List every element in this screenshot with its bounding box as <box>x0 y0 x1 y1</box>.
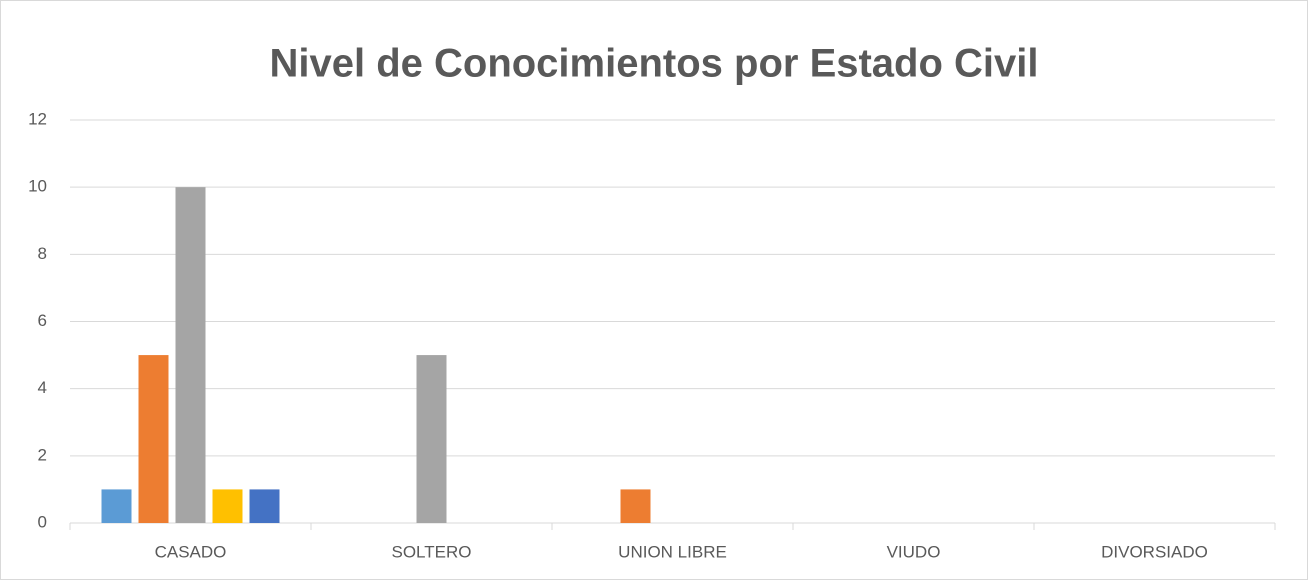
x-tick-label: DIVORSIADO <box>1101 542 1208 561</box>
y-tick-label: 12 <box>28 109 47 128</box>
bar <box>416 355 447 523</box>
x-tick-label: VIUDO <box>887 542 941 561</box>
x-tick-label: SOLTERO <box>392 542 472 561</box>
y-tick-label: 6 <box>38 311 47 330</box>
bar <box>101 489 132 523</box>
bar <box>249 489 280 523</box>
y-tick-label: 10 <box>28 177 47 196</box>
y-tick-label: 4 <box>38 378 47 397</box>
y-tick-label: 0 <box>38 512 47 531</box>
bar <box>212 489 243 523</box>
y-tick-label: 2 <box>38 445 47 464</box>
bar <box>175 187 206 523</box>
y-tick-label: 8 <box>38 244 47 263</box>
x-tick-label: UNION LIBRE <box>618 542 727 561</box>
chart-title: Nivel de Conocimientos por Estado Civil <box>269 42 1038 86</box>
bar <box>620 489 651 523</box>
x-tick-label: CASADO <box>155 542 227 561</box>
bar <box>138 355 169 523</box>
